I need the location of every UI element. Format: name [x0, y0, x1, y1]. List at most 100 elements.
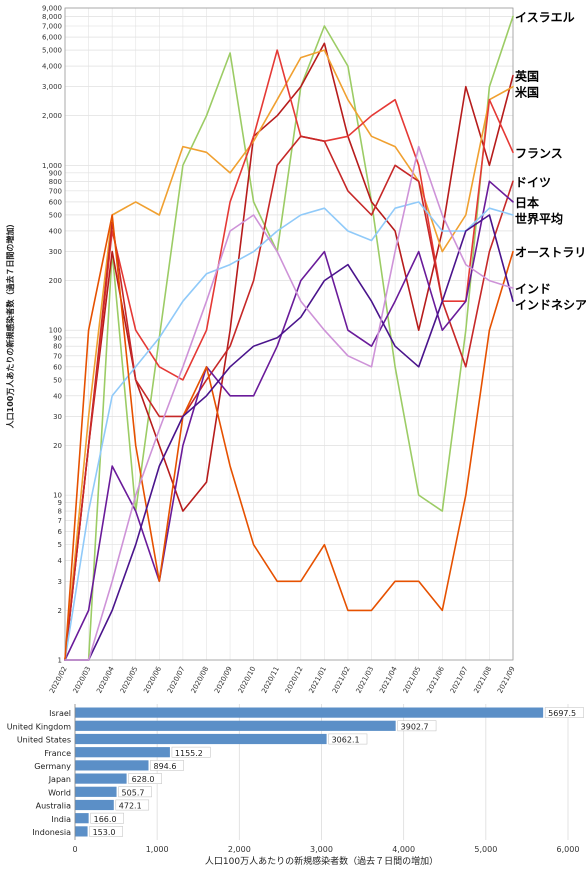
series-line-6: [64, 201, 514, 661]
bar-5: [75, 773, 127, 784]
y-tick-label: 20: [53, 442, 62, 450]
bar-1: [75, 720, 396, 731]
y-tick-label: 90: [53, 334, 62, 342]
y-tick-label: 40: [53, 392, 62, 400]
y-tick-label: 5,000: [42, 47, 62, 55]
y-tick-label: 4: [58, 557, 63, 565]
y-tick-label: 1: [58, 657, 62, 665]
legend-label: インド: [515, 282, 551, 296]
y-tick-label: 4,000: [42, 63, 62, 71]
bar-value-label: 3902.7: [401, 722, 429, 731]
bar-value-box: [115, 799, 150, 811]
y-tick-label: 3,000: [42, 83, 62, 91]
legend-label: 米国: [515, 85, 539, 100]
legend-label: フランス: [515, 146, 563, 160]
x-tick-label: 2020/09: [213, 665, 234, 694]
bar-category-label: India: [51, 815, 71, 824]
bar-value-box: [90, 812, 124, 824]
x-tick-label: 2021/06: [425, 665, 446, 695]
bar-2: [75, 733, 327, 745]
y-tick-label: 2,000: [42, 112, 62, 120]
bar-x-tick-label: 0: [72, 845, 77, 854]
y-tick-label: 60: [53, 363, 62, 371]
bar-value-box: [150, 760, 184, 771]
bar-0: [75, 707, 544, 718]
x-tick-label: 2020/07: [166, 665, 187, 694]
bar-x-axis-title: 人口100万人あたりの新規感染者数（過去７日間の増加）: [205, 855, 438, 867]
series-line-0: [64, 15, 514, 661]
y-tick-label: 30: [53, 413, 62, 421]
y-tick-label: 8,000: [42, 13, 62, 21]
y-tick-label: 50: [53, 376, 62, 384]
y-tick-label: 600: [49, 198, 62, 206]
legend-label: 英国: [515, 69, 539, 84]
bar-value-label: 153.0: [93, 828, 116, 837]
legend-label: ドイツ: [515, 175, 551, 189]
y-tick-label: 9,000: [42, 5, 62, 13]
x-tick-label: 2020/08: [190, 665, 211, 694]
bar-category-label: World: [48, 788, 71, 797]
x-tick-label: 2020/05: [119, 665, 140, 694]
bar-x-tick-label: 5,000: [474, 845, 497, 854]
x-tick-label: 2021/04: [378, 665, 399, 695]
line-y-axis-title: 人口100万人あたりの新規感染者数（過去７日間の増加）: [5, 220, 15, 429]
series-line-4: [64, 135, 514, 661]
bar-value-label: 894.6: [154, 762, 177, 771]
bar-value-box: [89, 826, 123, 837]
line-chart-frame: [64, 7, 514, 661]
legend-label: イスラエル: [515, 10, 575, 24]
x-tick-label: 2021/05: [402, 665, 423, 694]
y-tick-label: 2: [58, 607, 62, 615]
bar-8: [75, 813, 89, 824]
bar-value-box: [171, 746, 211, 758]
x-tick-label: 2021/02: [331, 665, 352, 694]
y-tick-label: 800: [49, 178, 62, 186]
bar-value-box: [128, 773, 162, 784]
bar-x-tick-label: 3,000: [310, 845, 333, 854]
y-tick-label: 6: [58, 528, 63, 536]
bar-value-box: [544, 707, 584, 718]
x-tick-label: 2020/12: [284, 665, 305, 694]
legend-label: インドネシア: [515, 298, 586, 312]
x-tick-label: 2021/08: [472, 665, 493, 694]
y-tick-label: 700: [49, 187, 62, 195]
bar-6: [75, 786, 117, 797]
x-tick-label: 2020/06: [142, 665, 163, 695]
bar-category-label: Israel: [49, 709, 71, 718]
bar-x-tick-label: 4,000: [392, 845, 415, 854]
bar-value-label: 5697.5: [548, 709, 576, 718]
y-tick-label: 200: [49, 277, 62, 285]
bar-x-tick-label: 2,000: [228, 845, 251, 854]
bar-9: [75, 826, 88, 837]
series-line-8: [64, 214, 514, 661]
y-tick-label: 3: [58, 578, 62, 586]
x-tick-label: 2020/04: [95, 665, 116, 695]
bar-x-tick-label: 6,000: [557, 845, 580, 854]
y-tick-label: 300: [49, 248, 62, 256]
legend-label: 世界平均: [515, 211, 563, 226]
bar-x-tick-label: 1,000: [146, 845, 169, 854]
legend-label: オーストラリア: [515, 246, 586, 260]
bar-7: [75, 799, 114, 811]
bar-value-label: 472.1: [119, 802, 142, 811]
y-tick-label: 6,000: [42, 34, 62, 42]
bar-category-label: Australia: [36, 802, 71, 811]
y-tick-label: 70: [53, 352, 62, 360]
bar-value-label: 505.7: [122, 788, 145, 797]
bar-value-label: 1155.2: [175, 749, 203, 758]
y-tick-label: 900: [49, 169, 62, 177]
bar-value-box: [118, 786, 152, 798]
x-tick-label: 2020/02: [48, 665, 69, 694]
y-tick-label: 9: [58, 499, 62, 507]
x-tick-label: 2020/03: [72, 665, 93, 694]
bar-category-label: Japan: [48, 775, 71, 784]
x-tick-label: 2021/03: [355, 665, 376, 694]
x-tick-label: 2020/10: [237, 665, 258, 694]
y-tick-label: 1,000: [42, 162, 62, 170]
bar-category-label: United States: [17, 736, 71, 745]
y-tick-label: 7,000: [42, 22, 62, 30]
legend-label: 日本: [515, 195, 539, 210]
series-line-7: [64, 214, 514, 661]
bar-value-label: 3062.1: [332, 736, 360, 745]
